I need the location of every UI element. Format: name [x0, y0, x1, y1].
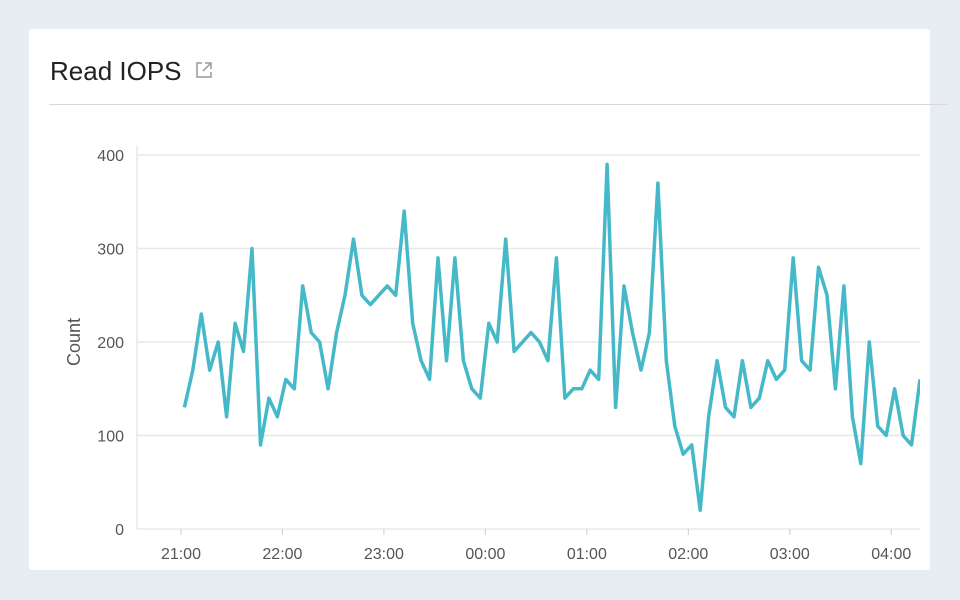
y-axis-label: Count — [64, 318, 84, 366]
y-tick-label: 200 — [97, 335, 124, 352]
x-tick-label: 03:00 — [770, 546, 810, 563]
y-tick-label: 400 — [97, 148, 124, 165]
y-tick-label: 300 — [97, 242, 124, 259]
x-tick-label: 22:00 — [262, 546, 302, 563]
x-tick-label: 02:00 — [668, 546, 708, 563]
x-tick-label: 23:00 — [364, 546, 404, 563]
series-line — [182, 162, 920, 513]
panel-header: Read IOPS — [50, 56, 214, 87]
external-link-icon[interactable] — [194, 56, 214, 87]
read-iops-panel: Read IOPS — [29, 29, 947, 570]
x-tick-label: 21:00 — [161, 546, 201, 563]
x-tick-label: 01:00 — [567, 546, 607, 563]
x-tick-label: 00:00 — [465, 546, 505, 563]
x-tick-label: 04:00 — [871, 546, 911, 563]
y-tick-label: 0 — [115, 522, 124, 539]
y-tick-label: 100 — [97, 429, 124, 446]
header-divider — [49, 104, 947, 105]
panel-title: Read IOPS — [50, 56, 182, 86]
